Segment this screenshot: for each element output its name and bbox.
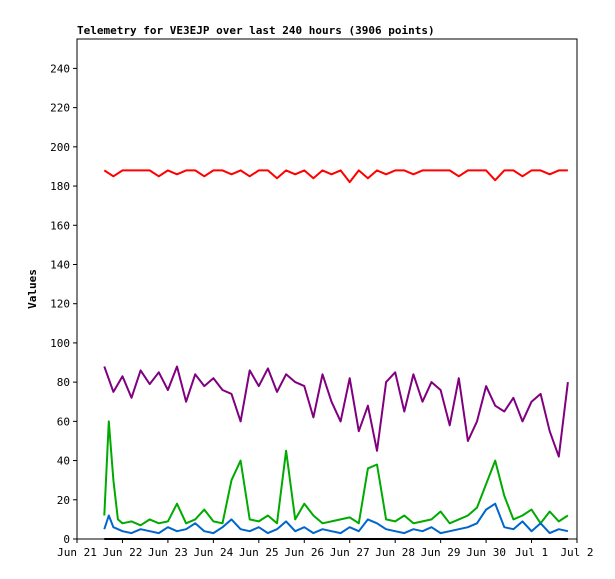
y-tick-label: 20	[57, 494, 70, 507]
x-tick-label: Jul 2	[560, 546, 593, 559]
chart-title: Telemetry for VE3EJP over last 240 hours…	[77, 24, 435, 37]
y-tick-label: 160	[50, 219, 70, 232]
x-tick-label: Jun 25	[239, 546, 279, 559]
y-tick-label: 220	[50, 102, 70, 115]
x-tick-label: Jun 23	[148, 546, 188, 559]
x-tick-label: Jun 26	[284, 546, 324, 559]
x-axis: Jun 21 Jun 22 Jun 23 Jun 24 Jun 25 Jun 26 Jun …	[57, 539, 594, 559]
y-tick-label: 60	[57, 415, 70, 428]
x-tick-label: Jun 28	[375, 546, 415, 559]
series-line-1	[103, 365, 569, 458]
series-line-2	[103, 420, 569, 527]
series-layer	[103, 169, 569, 540]
y-axis: 0 20 40 60 80 100 120 140 160 180 200 220 240	[50, 62, 77, 546]
x-tick-label: Jul 1	[515, 546, 548, 559]
x-tick-label: Jun 30	[466, 546, 506, 559]
series-line-0	[103, 169, 568, 184]
x-tick-label: Jun 22	[103, 546, 143, 559]
y-tick-label: 180	[50, 180, 70, 193]
x-tick-label: Jun 27	[330, 546, 370, 559]
series-line-3	[103, 502, 569, 535]
y-tick-label: 200	[50, 141, 70, 154]
y-tick-label: 120	[50, 298, 70, 311]
y-axis-label: Values	[26, 269, 39, 309]
x-tick-label: Jun 24	[193, 546, 233, 559]
y-tick-label: 140	[50, 258, 70, 271]
plot-area-frame	[76, 38, 578, 540]
y-tick-label: 0	[63, 533, 70, 546]
y-tick-label: 240	[50, 62, 70, 75]
x-tick-label: Jun 21	[57, 546, 97, 559]
y-tick-label: 80	[57, 376, 70, 389]
y-tick-label: 100	[50, 337, 70, 350]
y-tick-label: 40	[57, 455, 70, 468]
x-tick-label: Jun 29	[421, 546, 461, 559]
